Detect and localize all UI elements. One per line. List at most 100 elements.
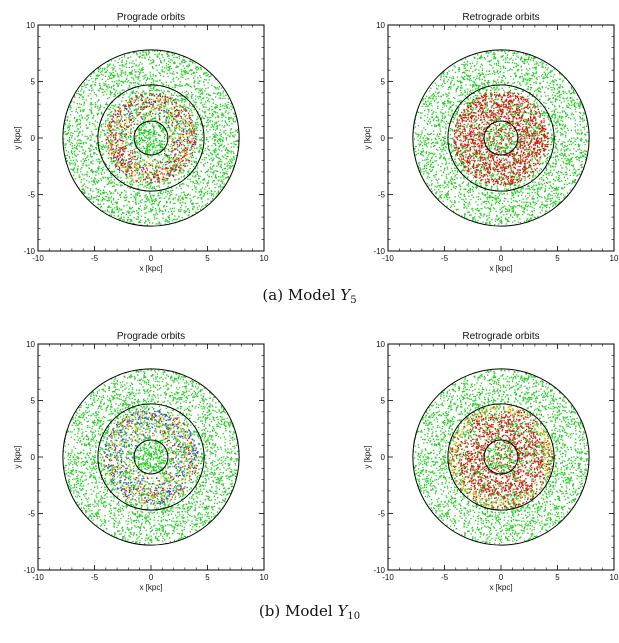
- data-point: [161, 106, 163, 109]
- data-point: [155, 159, 157, 162]
- data-point: [160, 89, 162, 91]
- data-point: [150, 87, 152, 89]
- data-point: [113, 152, 115, 154]
- data-point: [123, 104, 125, 106]
- data-point: [173, 118, 175, 120]
- data-point: [127, 163, 129, 165]
- data-point: [143, 208, 145, 210]
- data-point: [187, 66, 189, 68]
- data-point: [170, 169, 172, 172]
- data-point: [199, 175, 201, 178]
- data-point: [226, 123, 228, 125]
- data-point: [185, 121, 187, 123]
- data-point: [583, 141, 585, 143]
- data-point: [98, 68, 100, 71]
- data-point: [187, 208, 189, 211]
- data-point: [187, 159, 190, 162]
- data-point: [155, 223, 157, 225]
- data-point: [176, 146, 179, 148]
- data-point: [120, 147, 123, 150]
- data-point: [114, 110, 117, 112]
- data-point: [142, 132, 145, 134]
- data-point: [93, 71, 95, 73]
- data-point: [139, 72, 142, 74]
- data-point: [475, 94, 477, 97]
- data-point: [135, 181, 137, 183]
- data-point: [230, 102, 232, 104]
- data-point: [119, 74, 121, 76]
- data-point: [146, 168, 149, 170]
- data-point: [151, 155, 153, 158]
- data-point: [174, 197, 177, 199]
- data-point: [92, 184, 94, 186]
- data-point: [83, 82, 85, 84]
- data-point: [503, 71, 505, 74]
- data-point: [201, 140, 203, 142]
- data-point: [183, 131, 185, 133]
- data-point: [113, 67, 115, 70]
- data-point: [153, 95, 156, 97]
- data-point: [165, 167, 167, 169]
- data-point: [131, 183, 133, 185]
- data-point: [96, 198, 98, 200]
- data-point: [149, 63, 151, 65]
- data-point: [505, 188, 508, 190]
- data-point: [153, 100, 156, 102]
- data-point: [129, 167, 131, 170]
- data-point: [548, 193, 550, 195]
- data-point: [194, 211, 197, 213]
- data-point: [76, 148, 78, 150]
- data-point: [127, 216, 129, 218]
- data-point: [546, 153, 548, 156]
- data-point: [188, 170, 190, 172]
- data-point: [97, 199, 100, 201]
- data-point: [171, 86, 174, 88]
- data-point: [213, 150, 215, 152]
- data-point: [141, 97, 143, 99]
- data-point: [181, 127, 183, 129]
- data-point: [159, 200, 161, 202]
- data-point: [229, 135, 231, 137]
- data-point: [111, 160, 113, 162]
- data-point: [116, 116, 119, 118]
- data-point: [135, 168, 137, 170]
- data-point: [191, 163, 193, 166]
- data-point: [216, 134, 219, 136]
- data-point: [96, 113, 99, 116]
- data-point: [134, 150, 136, 153]
- data-point: [459, 193, 462, 195]
- data-point: [87, 187, 89, 189]
- data-point: [109, 144, 112, 146]
- data-point: [107, 152, 110, 154]
- data-point: [208, 98, 210, 100]
- data-point: [79, 139, 81, 141]
- data-point: [93, 197, 95, 199]
- data-point: [442, 86, 444, 88]
- data-point: [109, 91, 112, 93]
- data-point: [121, 142, 123, 145]
- data-point: [158, 72, 160, 74]
- data-point: [160, 190, 162, 193]
- data-point: [187, 72, 190, 74]
- data-point: [79, 94, 82, 96]
- data-point: [66, 159, 69, 162]
- data-point: [145, 97, 147, 100]
- data-point: [131, 177, 133, 180]
- data-point: [225, 129, 227, 132]
- data-point: [212, 126, 215, 128]
- data-point: [205, 121, 208, 124]
- data-point: [181, 197, 183, 200]
- data-point: [142, 103, 144, 105]
- data-point: [116, 106, 118, 108]
- data-point: [115, 165, 117, 167]
- data-point: [175, 94, 178, 97]
- data-point: [191, 121, 193, 123]
- data-point: [94, 105, 97, 108]
- data-point: [80, 114, 83, 116]
- data-point: [95, 95, 98, 97]
- x-tick-label: 0: [149, 254, 154, 263]
- data-point: [219, 172, 222, 174]
- data-point: [162, 213, 164, 215]
- data-point: [176, 143, 179, 146]
- data-point: [67, 139, 69, 142]
